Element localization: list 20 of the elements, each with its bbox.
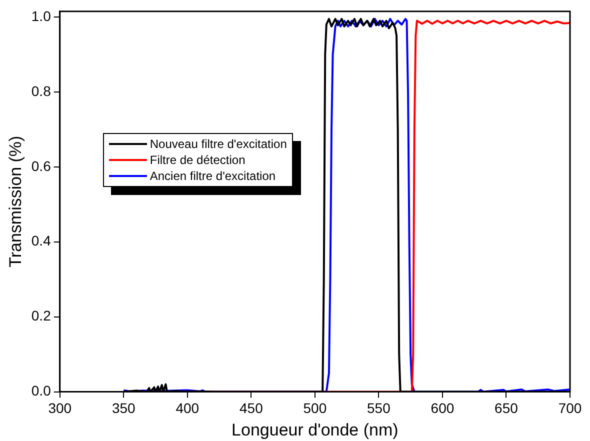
x-tick-label: 350 [112, 400, 136, 416]
y-axis-title: Transmission (%) [6, 136, 25, 268]
x-tick-label: 400 [176, 400, 200, 416]
x-tick-label: 600 [430, 400, 454, 416]
x-tick-label: 300 [48, 400, 72, 416]
y-tick-label: 0.6 [31, 158, 52, 174]
x-axis-title: Longueur d'onde (nm) [232, 420, 398, 440]
x-tick-label: 700 [558, 400, 582, 416]
y-tick-label: 0.4 [31, 232, 52, 249]
legend-label: Ancien filtre d'excitation [150, 168, 276, 184]
y-tick-label: 0.0 [31, 382, 52, 399]
x-tick-label: 450 [239, 400, 264, 416]
legend-label: Nouveau filtre d'excitation [150, 136, 287, 152]
y-tick-label: 0.2 [31, 308, 52, 324]
x-tick-label: 500 [303, 400, 327, 416]
y-tick-label: 0.8 [31, 82, 52, 99]
x-tick-label: 650 [494, 400, 518, 416]
y-tick-label: 1.0 [31, 8, 52, 24]
legend-label: Filtre de détection [150, 152, 246, 168]
x-tick-label: 550 [367, 400, 391, 416]
